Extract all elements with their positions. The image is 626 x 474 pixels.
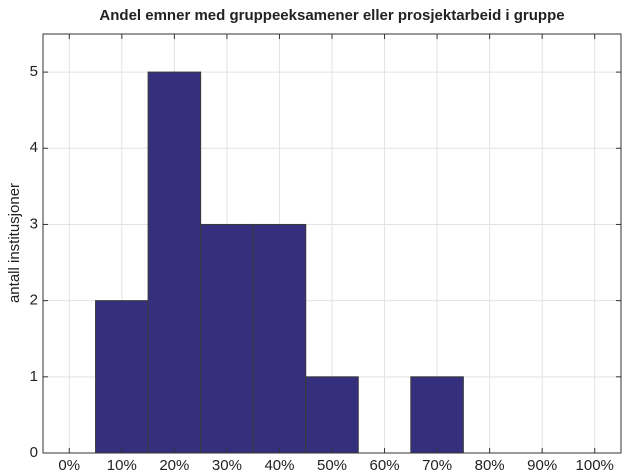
x-tick-label: 0% (58, 457, 80, 474)
x-tick-label: 80% (475, 457, 505, 474)
x-tick-label: 100% (576, 457, 614, 474)
x-tick-label: 50% (317, 457, 347, 474)
y-tick-label: 2 (30, 292, 38, 309)
chart-title: Andel emner med gruppeeksamener eller pr… (99, 7, 564, 24)
bar (200, 223, 254, 454)
bar (147, 71, 202, 454)
bar (410, 376, 464, 454)
bar (305, 376, 359, 454)
bar (252, 223, 307, 454)
x-tick-label: 30% (212, 457, 242, 474)
y-axis-label: antall institusjoner (6, 183, 23, 303)
x-tick-label: 70% (422, 457, 452, 474)
x-tick-label: 60% (370, 457, 400, 474)
y-tick-label: 4 (30, 139, 38, 156)
x-tick-label: 90% (527, 457, 557, 474)
y-tick-label: 1 (30, 368, 38, 385)
y-tick-label: 3 (30, 215, 38, 232)
x-tick-label: 40% (264, 457, 294, 474)
x-tick-label: 10% (107, 457, 137, 474)
bar (95, 300, 149, 454)
y-tick-label: 0 (30, 444, 38, 461)
x-tick-label: 20% (159, 457, 189, 474)
y-tick-label: 5 (30, 63, 38, 80)
